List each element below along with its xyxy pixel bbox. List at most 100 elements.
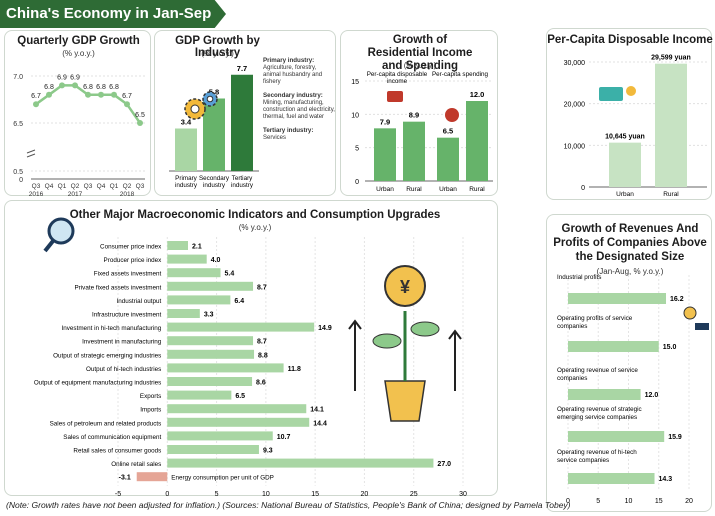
data-label: 6.9: [70, 74, 80, 81]
chart-subtitle: (% y.o.y.): [201, 49, 234, 58]
data-label: 6.5: [135, 112, 145, 119]
x-tick-label: 20: [361, 491, 369, 497]
data-label: 3.3: [204, 312, 214, 319]
category-label: Retail sales of consumer goods: [73, 448, 161, 455]
chart-title: Growth of Residential Income and Spendin…: [367, 34, 473, 72]
x-tick-label: Q3: [32, 183, 41, 190]
chart-title: Per-Capita Disposable Income: [547, 34, 713, 46]
bar: [167, 281, 254, 291]
category-label: Urban: [376, 186, 394, 193]
data-point: [72, 82, 78, 89]
bar: [167, 295, 231, 305]
chart-subtitle: (% y.o.y.): [62, 49, 95, 58]
data-label: 12.0: [470, 90, 485, 99]
category-label: Sales of communication equipment: [63, 434, 161, 441]
category-label: service companies: [557, 457, 609, 464]
bar: [167, 336, 254, 346]
data-label: 5.4: [225, 271, 235, 278]
pot-icon: [384, 380, 426, 422]
page-title: China's Economy in Jan-Sep 2018: [0, 0, 226, 28]
data-point: [124, 101, 130, 108]
chart-title: Growth of Revenues And Profits of Compan…: [553, 223, 707, 263]
leaf-icon: [410, 321, 440, 337]
bar: [167, 377, 253, 386]
data-label: -3.1: [119, 475, 131, 482]
x-tick-label: Q2: [123, 183, 132, 190]
data-label: 6.5: [235, 393, 245, 400]
category-label: industry: [175, 182, 198, 189]
per-capita-panel: Per-Capita Disposable Income 0 10,000 20,0…: [546, 28, 713, 200]
primary-note: Primary industry: Agriculture, forestry, …: [263, 57, 335, 86]
footer-note: (Note: Growth rates have not been adjust…: [6, 500, 571, 510]
x-tick-label: 20: [685, 498, 693, 505]
chart-subtitle: (% y.o.y.): [238, 223, 272, 232]
x-tick-label: 30: [459, 491, 467, 497]
data-label: 6.8: [44, 84, 54, 91]
category-label: Fixed assets investment: [94, 271, 162, 278]
bar: [167, 445, 259, 454]
category-label: Investment in manufacturing: [82, 339, 162, 346]
bar: [568, 293, 667, 304]
y-tick-label: 15: [351, 79, 359, 86]
purse-icon: [445, 108, 459, 122]
data-label: 8.6: [256, 380, 266, 387]
data-point: [46, 91, 52, 98]
y-tick-label: 7.0: [13, 74, 23, 81]
y-tick-label: 0.5: [13, 169, 23, 176]
year-label: 2018: [120, 191, 135, 197]
y-tick-label: 10,000: [564, 143, 586, 150]
x-tick-label: 10: [625, 498, 633, 505]
group-label: income: [387, 78, 408, 85]
leaf-icon: [372, 333, 402, 349]
y-tick-label: 10: [351, 112, 359, 119]
x-tick-label: 10: [262, 491, 270, 497]
x-tick-label: 15: [311, 491, 319, 497]
data-label: 8.7: [257, 339, 267, 346]
bar: [568, 473, 655, 484]
category-label: Output of hi-tech industries: [86, 366, 161, 373]
data-point: [59, 82, 65, 89]
data-label: 6.5: [443, 127, 453, 136]
bar: [231, 74, 253, 171]
bar: [403, 121, 425, 181]
yuan-coin-icon: [384, 265, 426, 307]
quarterly-gdp-chart: 00.5 6.5 7.0 6.7 Q3 6.8 Q4 6.9 Q1 6.9 Q2 6.8 Q3 6.8 Q4…: [13, 74, 145, 197]
chart-subtitle: (% y.o.y.): [403, 61, 437, 70]
y-tick-label: 20,000: [564, 102, 586, 109]
bar: [374, 128, 396, 181]
data-label: 7.9: [380, 117, 390, 126]
category-label: Industrial output: [116, 298, 161, 305]
data-label: 29,599 yuan: [651, 55, 691, 62]
hand-icon: [695, 323, 709, 330]
data-label: 6.8: [96, 84, 106, 91]
data-label: 9.3: [263, 448, 273, 455]
category-label: Energy consumption per unit of GDP: [171, 475, 274, 482]
macro-panel: Other Major Macroeconomic Indicators and…: [4, 200, 498, 497]
bar: [203, 98, 225, 171]
per-capita-chart: 0 10,000 20,000 30,000 10,645 yuan Urban 29,59…: [564, 55, 707, 198]
sector-notes: Primary industry: Agriculture, forestry, …: [263, 57, 335, 142]
bar: [167, 404, 307, 414]
data-label: 6.7: [122, 93, 132, 100]
secondary-note-desc: Mining, manufacturing, construction and …: [263, 100, 335, 120]
y-tick-label: 6.5: [13, 121, 23, 128]
secondary-note: Secondary industry: Mining, manufacturing…: [263, 92, 335, 121]
wallet-icon: [387, 91, 403, 102]
tertiary-note-title: Tertiary industry:: [263, 127, 314, 134]
tertiary-note: Tertiary industry: Services: [263, 127, 335, 142]
data-label: 14.4: [313, 420, 327, 427]
x-tick-label: Q1: [58, 183, 67, 190]
data-label: 27.0: [437, 461, 451, 468]
data-label: 6.8: [109, 84, 119, 91]
category-label: industry: [231, 182, 254, 189]
category-label: Online retail sales: [111, 461, 161, 468]
bar: [167, 254, 207, 264]
bar: [167, 417, 310, 427]
gdp-industry-chart: 3.4Primaryindustry5.8Secondaryindustry7.…: [169, 64, 259, 189]
data-label: 6.4: [234, 298, 244, 305]
data-label: 14.3: [659, 476, 673, 483]
bar: [167, 431, 273, 441]
data-label: 14.1: [310, 407, 324, 414]
company-panel: Growth of Revenues And Profits of Compan…: [546, 214, 712, 512]
category-label: companies: [557, 323, 587, 330]
